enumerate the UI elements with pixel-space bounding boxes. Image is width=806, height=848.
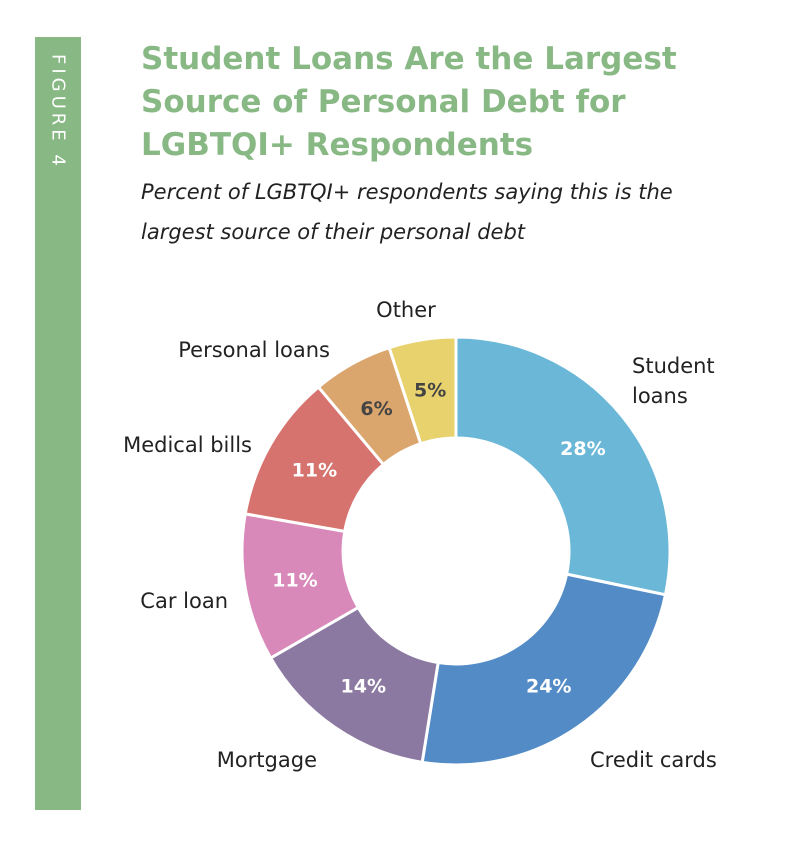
value-label-other: 5% — [414, 380, 446, 402]
category-labels: Student loans Credit cards Mortgage Car loan… — [123, 298, 717, 772]
value-label-medical-bills: 11% — [292, 459, 337, 481]
slice-credit-cards — [420, 572, 668, 767]
chart-subtitle: Percent of LGBTQI+ respondents saying th… — [141, 180, 673, 244]
value-label-credit-cards: 24% — [526, 676, 571, 698]
category-label-personal-loans: Personal loans — [178, 338, 330, 362]
value-label-personal-loans: 6% — [360, 398, 392, 420]
category-label-other: Other — [376, 298, 436, 322]
value-labels: 28% 24% 14% 11% 11% 6% 5% — [272, 380, 605, 698]
value-label-mortgage: 14% — [341, 676, 386, 698]
slice-student-loans — [454, 335, 672, 597]
category-label-credit-cards: Credit cards — [590, 748, 717, 772]
value-label-car-loan: 11% — [272, 569, 317, 591]
category-label-medical-bills: Medical bills — [123, 433, 252, 457]
donut-slices — [240, 335, 672, 767]
category-label-car-loan: Car loan — [140, 589, 228, 613]
chart-title: Student Loans Are the Largest Source of … — [141, 41, 677, 163]
slice-other — [387, 335, 458, 446]
category-label-student-loans: Student loans — [632, 354, 715, 408]
figure-sidebar — [35, 37, 81, 810]
value-label-student-loans: 28% — [560, 438, 605, 460]
category-label-mortgage: Mortgage — [217, 748, 317, 772]
